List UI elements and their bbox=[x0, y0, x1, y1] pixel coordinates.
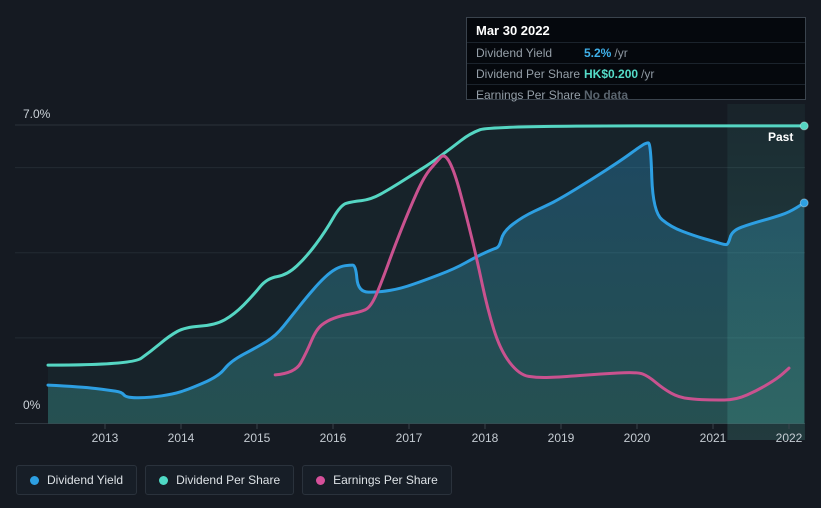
tooltip-row-dividend-per-share: Dividend Per Share HK$0.200 /yr bbox=[467, 63, 805, 84]
x-tick-label: 2013 bbox=[92, 431, 119, 445]
legend-label: Dividend Per Share bbox=[176, 473, 281, 487]
legend-item-dividend-per-share[interactable]: Dividend Per Share bbox=[145, 465, 295, 495]
x-tick-label: 2018 bbox=[472, 431, 499, 445]
tooltip-value: HK$0.200 bbox=[584, 67, 639, 81]
dividend-yield-dot-icon bbox=[30, 475, 39, 485]
chart-legend: Dividend Yield Dividend Per Share Earnin… bbox=[16, 465, 452, 495]
series-end-dot-dividend-per-share bbox=[799, 121, 809, 131]
legend-label: Dividend Yield bbox=[47, 473, 124, 487]
y-axis-top-label: 7.0% bbox=[23, 107, 51, 121]
tooltip-unit: /yr bbox=[614, 46, 628, 60]
past-highlight-band bbox=[727, 104, 805, 440]
tooltip-row-dividend-yield: Dividend Yield 5.2% /yr bbox=[467, 42, 805, 63]
x-tick-label: 2020 bbox=[624, 431, 651, 445]
x-tick-label: 2014 bbox=[168, 431, 195, 445]
earnings-per-share-dot-icon bbox=[316, 475, 326, 485]
series-line-earnings-per-share bbox=[273, 154, 791, 402]
legend-label: Earnings Per Share bbox=[333, 473, 438, 487]
past-region-label: Past bbox=[768, 130, 794, 144]
tooltip-unit: /yr bbox=[641, 67, 655, 81]
x-tick-label: 2016 bbox=[320, 431, 347, 445]
tooltip-value: 5.2% bbox=[584, 46, 612, 60]
legend-item-earnings-per-share[interactable]: Earnings Per Share bbox=[302, 465, 452, 495]
tooltip-label: Earnings Per Share bbox=[476, 88, 581, 102]
series-end-dot-dividend-yield bbox=[799, 198, 809, 208]
chart-plot-area[interactable]: 2013 2014 2015 2016 2017 2018 2019 2020 2021 2022 bbox=[0, 0, 821, 455]
tooltip-label: Dividend Yield bbox=[476, 46, 553, 60]
tooltip-date: Mar 30 2022 bbox=[476, 23, 550, 38]
dividend-per-share-dot-icon bbox=[159, 475, 169, 485]
x-tick-label: 2019 bbox=[548, 431, 575, 445]
x-tick-label: 2015 bbox=[244, 431, 271, 445]
tooltip-value: No data bbox=[584, 88, 629, 102]
x-tick-label: 2017 bbox=[396, 431, 423, 445]
chart-tooltip: Mar 30 2022 Dividend Yield 5.2% /yr Divi… bbox=[466, 17, 806, 102]
x-tick-label: 2021 bbox=[700, 431, 727, 445]
x-tick-label: 2022 bbox=[776, 431, 803, 445]
y-axis-bottom-label: 0% bbox=[23, 398, 41, 412]
legend-item-dividend-yield[interactable]: Dividend Yield bbox=[16, 465, 138, 495]
tooltip-row-earnings-per-share: Earnings Per Share No data bbox=[467, 84, 805, 105]
area-fill-dividend-yield bbox=[48, 142, 805, 424]
tooltip-label: Dividend Per Share bbox=[476, 67, 581, 81]
series-line-dividend-yield bbox=[46, 141, 806, 400]
